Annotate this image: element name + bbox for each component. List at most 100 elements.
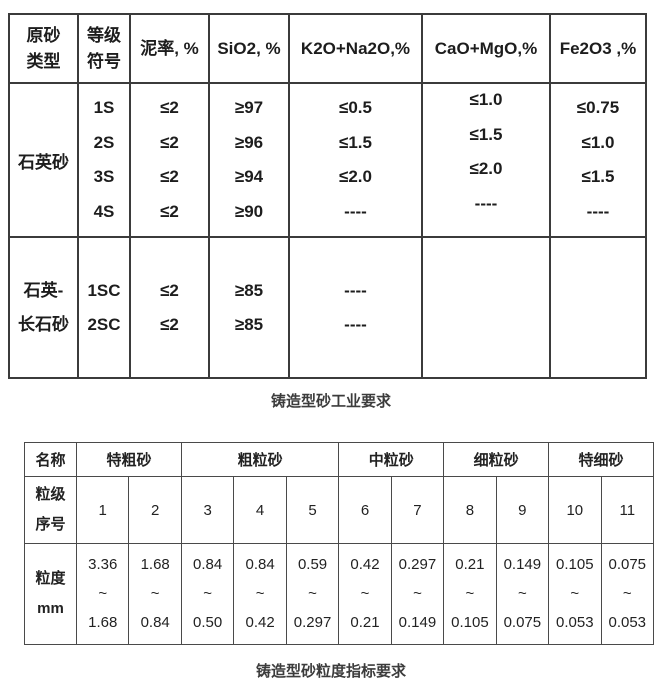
- t1-feldspar-name-cell: 石英- 长石砂: [8, 236, 79, 379]
- sio2-value: ≥97: [234, 98, 264, 117]
- t2-range-cell: 0.84 ~ 0.42: [233, 543, 287, 645]
- range-upper: 0.149: [503, 556, 542, 573]
- sio2-value: ≥85: [234, 280, 264, 300]
- fe2o3-value: ≤1.0: [581, 132, 615, 152]
- t1-feldspar-grades-cell: 1SC 2SC: [77, 236, 131, 379]
- range-lower: 0.21: [350, 614, 380, 631]
- table2-caption: 铸造型砂粒度指标要求: [255, 663, 406, 680]
- range-tilde: ~: [517, 585, 527, 602]
- t2-group-medium: 中粒砂: [338, 442, 445, 477]
- sio2-value: ≥96: [234, 132, 264, 152]
- table1-caption: 铸造型砂工业要求: [270, 393, 391, 410]
- t2-range-cell: 0.59 ~ 0.297: [285, 543, 340, 645]
- t2-index-cell: 11: [600, 476, 655, 544]
- t1-header-raw-sand-type: 原砂 类型: [8, 13, 79, 84]
- t2-range-cell: 0.21 ~ 0.105: [443, 543, 497, 645]
- sio2-value: ≥85: [234, 314, 264, 334]
- t2-index-label-line: 序号: [35, 516, 66, 533]
- range-tilde: ~: [150, 585, 160, 602]
- range-tilde: ~: [622, 585, 632, 602]
- t1-quartz-mud-cell: ≤2 ≤2 ≤2 ≤2: [129, 82, 210, 238]
- range-tilde: ~: [360, 585, 370, 602]
- t2-size-label-line: mm: [37, 600, 64, 617]
- k2o-na2o-value: ----: [344, 280, 367, 300]
- range-lower: 0.84: [140, 614, 170, 631]
- mud-value: ≤2: [160, 280, 179, 300]
- range-upper: 0.84: [245, 556, 275, 573]
- t2-index-cell: 2: [128, 476, 182, 544]
- grade-value: 2S: [93, 132, 115, 152]
- t1-feldspar-fe2o3-cell-empty: [549, 236, 647, 379]
- mud-value: ≤2: [160, 132, 179, 152]
- t1-quartz-sio2-cell: ≥97 ≥96 ≥94 ≥90: [208, 82, 290, 238]
- range-upper: 3.36: [88, 556, 118, 573]
- sio2-value: ≥94: [234, 167, 264, 186]
- t1-feldspar-sand-row: 石英- 长石砂 1SC 2SC ≤2 ≤2 ≥85 ≥85: [8, 236, 647, 379]
- range-upper: 1.68: [140, 556, 170, 573]
- t2-range-cell: 1.68 ~ 0.84: [128, 543, 182, 645]
- t1-quartz-grades-cell: 1S 2S 3S 4S: [77, 82, 131, 238]
- grain-size-table: 名称 特粗砂 粗粒砂 中粒砂 细粒砂 特细砂 粒级 序号 1 2 3 4 5 6…: [24, 442, 655, 645]
- range-tilde: ~: [255, 585, 265, 602]
- range-tilde: ~: [465, 585, 475, 602]
- t2-range-cell: 0.075 ~ 0.053: [600, 543, 655, 645]
- grade-value: 4S: [93, 201, 115, 221]
- range-upper: 0.075: [608, 556, 647, 573]
- t1-header-text: 原砂: [26, 25, 61, 45]
- t2-name-header: 名称: [24, 442, 77, 477]
- t2-index-cell: 6: [338, 476, 392, 544]
- t1-quartz-fe2o3-cell: ≤0.75 ≤1.0 ≤1.5 ----: [549, 82, 647, 238]
- range-tilde: ~: [570, 585, 580, 602]
- k2o-na2o-value: ≤0.5: [339, 98, 372, 117]
- range-upper: 0.21: [455, 556, 485, 573]
- t1-quartz-k2o-na2o-cell: ≤0.5 ≤1.5 ≤2.0 ----: [288, 82, 423, 238]
- t2-range-cell: 0.149 ~ 0.075: [495, 543, 550, 645]
- industrial-requirements-table: 原砂 类型 等级 符号 泥率, % SiO2, % K2O+Na2O,% CaO…: [8, 13, 647, 379]
- t2-index-cell: 8: [443, 476, 497, 544]
- t1-quartz-sand-row: 石英砂 1S 2S 3S 4S ≤2 ≤2 ≤2 ≤2 ≥9: [8, 82, 647, 238]
- mud-value: ≤2: [160, 167, 179, 186]
- range-upper: 0.84: [193, 556, 223, 573]
- t1-header-k2o-na2o: K2O+Na2O,%: [288, 13, 423, 84]
- grade-value: 3S: [93, 167, 115, 186]
- feldspar-name-line: 长石砂: [18, 314, 69, 334]
- range-lower: 0.50: [193, 614, 223, 631]
- range-tilde: ~: [308, 585, 317, 602]
- t1-header-sio2: SiO2, %: [208, 13, 290, 84]
- t2-group-coarse: 粗粒砂: [180, 442, 340, 477]
- range-lower: 0.053: [556, 614, 594, 631]
- t2-range-cell: 0.105 ~ 0.053: [548, 543, 602, 645]
- t1-header-text: 等级: [87, 25, 121, 45]
- fe2o3-value: ----: [586, 201, 610, 221]
- t2-index-label-line: 粒级: [35, 486, 66, 503]
- t1-header-cao-mgo: CaO+MgO,%: [421, 13, 551, 84]
- t1-header-mud-rate: 泥率, %: [129, 13, 210, 84]
- range-upper: 0.105: [556, 556, 594, 573]
- fe2o3-value: ≤1.5: [581, 167, 615, 186]
- range-lower: 0.149: [398, 614, 437, 631]
- range-lower: 0.075: [503, 614, 542, 631]
- grade-value: 2SC: [87, 314, 121, 334]
- cao-mgo-value: ≤2.0: [469, 159, 503, 178]
- range-upper: 0.59: [297, 556, 328, 573]
- t1-header-fe2o3: Fe2O3 ,%: [549, 13, 647, 84]
- t2-index-cell: 4: [233, 476, 287, 544]
- range-tilde: ~: [98, 585, 108, 602]
- range-lower: 1.68: [88, 614, 118, 631]
- t1-header-text: 符号: [87, 51, 121, 71]
- t2-group-extra-coarse: 特粗砂: [76, 442, 182, 477]
- range-upper: 0.297: [398, 556, 437, 573]
- t1-feldspar-mud-cell: ≤2 ≤2: [129, 236, 210, 379]
- t1-feldspar-sio2-cell: ≥85 ≥85: [208, 236, 290, 379]
- t2-index-cell: 7: [390, 476, 445, 544]
- t1-header-grade-symbol: 等级 符号: [77, 13, 131, 84]
- t2-group-extra-fine: 特细砂: [548, 442, 654, 477]
- t2-group-fine: 细粒砂: [443, 442, 550, 477]
- t2-range-cell: 0.42 ~ 0.21: [338, 543, 392, 645]
- t1-quartz-cao-mgo-cell: ≤1.0 ≤1.5 ≤2.0 ----: [421, 82, 551, 238]
- t1-quartz-name-cell: 石英砂: [8, 82, 79, 238]
- range-lower: 0.105: [451, 614, 489, 631]
- t1-header-row: 原砂 类型 等级 符号 泥率, % SiO2, % K2O+Na2O,% CaO…: [8, 13, 647, 84]
- t1-feldspar-cao-mgo-cell-empty: [421, 236, 551, 379]
